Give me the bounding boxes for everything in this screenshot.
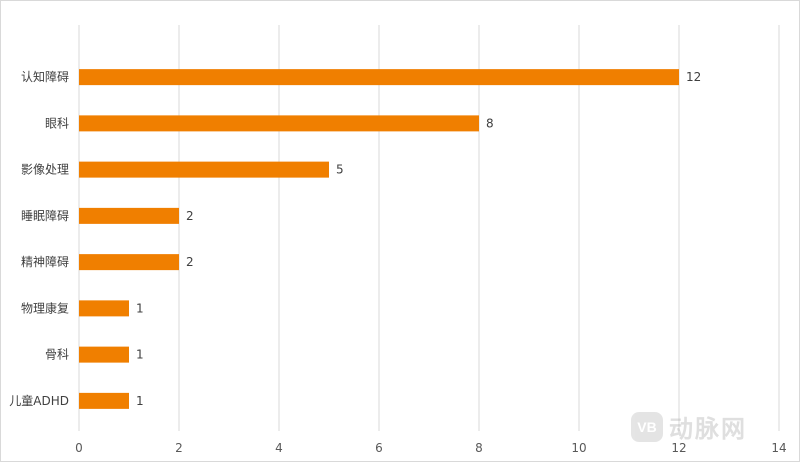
category-label: 影像处理 [21, 163, 69, 177]
category-label: 儿童ADHD [9, 393, 69, 408]
category-label: 睡眠障碍 [21, 208, 69, 223]
data-label: 1 [136, 394, 144, 408]
category-label: 精神障碍 [21, 254, 69, 269]
category-label: 眼科 [45, 116, 69, 130]
bar [79, 69, 679, 86]
x-tick-label: 10 [571, 441, 586, 455]
bar [79, 161, 329, 178]
category-label: 骨科 [45, 348, 69, 362]
data-label: 1 [136, 301, 144, 315]
watermark: VB 动脉网 [631, 409, 747, 444]
x-tick-label: 6 [375, 441, 383, 455]
category-label: 认知障碍 [21, 69, 69, 84]
data-label: 1 [136, 348, 144, 362]
bar [79, 254, 179, 271]
x-tick-label: 14 [771, 441, 786, 455]
category-label: 物理康复 [21, 300, 69, 315]
x-tick-label: 2 [175, 441, 183, 455]
x-tick-label: 8 [475, 441, 483, 455]
watermark-text: 动脉网 [669, 415, 747, 443]
x-tick-label: 12 [671, 441, 686, 455]
bar [79, 115, 479, 132]
data-label: 5 [336, 163, 344, 177]
bar [79, 392, 129, 409]
data-label: 12 [686, 70, 701, 84]
watermark-logo: VB [631, 411, 663, 442]
data-label: 8 [486, 116, 494, 130]
data-label: 2 [186, 209, 194, 223]
data-label: 2 [186, 255, 194, 269]
bar [79, 346, 129, 363]
bar [79, 207, 179, 224]
x-tick-label: 0 [75, 441, 83, 455]
bar [79, 300, 129, 317]
x-tick-label: 4 [275, 441, 283, 455]
